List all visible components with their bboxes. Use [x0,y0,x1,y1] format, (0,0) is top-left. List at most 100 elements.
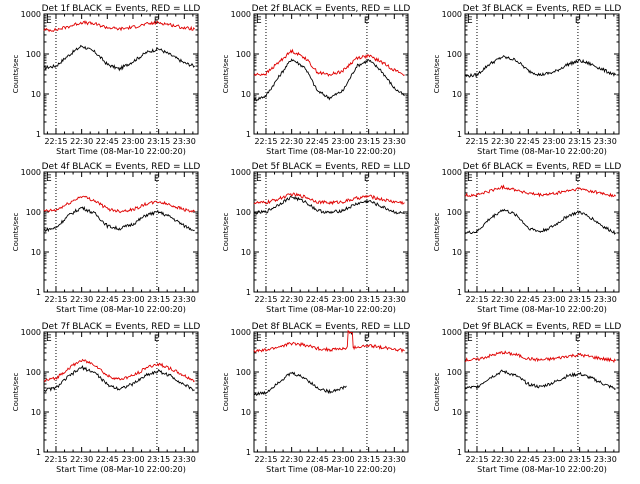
x-tick-label: 23:00 [121,455,144,464]
x-tick-label: 23:00 [331,295,354,304]
y-tick-label: 100 [447,368,462,377]
end-mark: E [364,174,370,184]
x-tick-label: 22:15 [465,295,488,304]
x-tick-label: 22:30 [491,455,514,464]
end-mark: E [364,16,370,26]
series-line-events [43,365,195,393]
x-tick-label: 22:30 [70,455,93,464]
x-tick-label: 22:30 [70,137,93,146]
panel-title: Det 1f BLACK = Events, RED = LLD [42,4,201,14]
x-tick-label: 23:15 [568,137,591,146]
series-line-events [43,44,195,72]
x-tick-label: 23:30 [594,455,617,464]
axes-frame [253,13,409,135]
start-mark: E [467,334,473,344]
x-tick-label: 23:00 [542,295,565,304]
start-mark: E [46,334,52,344]
y-axis-label: Counts/sec [12,55,20,94]
x-tick-label: 22:30 [280,295,303,304]
y-tick-label: 1000 [231,168,251,177]
end-mark: E [575,16,581,26]
series-line-lld [465,184,616,198]
x-axis-label: Start Time (08-Mar-10 22:00:20) [266,305,396,314]
x-tick-label: 22:45 [96,295,119,304]
y-axis-label: Counts/sec [222,55,230,94]
x-axis-label: Start Time (08-Mar-10 22:00:20) [266,465,396,474]
series-line-events [464,369,616,391]
series-line-events [464,208,616,235]
panel-3: Det 3f BLACK = Events, RED = LLD 1 10 100 10… [433,4,621,156]
series-line-lld [43,358,195,383]
panel-title: Det 7f BLACK = Events, RED = LLD [42,322,201,332]
y-tick-label: 1 [457,448,462,457]
y-tick-label: 1000 [21,10,41,19]
axes-frame [43,13,199,135]
y-tick-label: 10 [31,90,41,99]
x-tick-label: 23:15 [568,455,591,464]
x-tick-label: 22:15 [44,295,67,304]
x-tick-label: 23:30 [173,455,196,464]
y-tick-label: 1000 [231,328,251,337]
x-tick-label: 23:30 [594,137,617,146]
y-axis-label: Counts/sec [433,213,441,252]
start-mark: E [467,16,473,26]
y-tick-label: 1 [246,448,251,457]
y-tick-label: 1 [246,130,251,139]
x-tick-label: 23:15 [147,455,170,464]
start-mark: E [256,174,262,184]
panel-6: Det 6f BLACK = Events, RED = LLD 1 10 100 10… [433,162,621,314]
x-tick-label: 23:00 [121,295,144,304]
x-axis-label: Start Time (08-Mar-10 22:00:20) [477,147,607,156]
series-line-lld [464,350,616,364]
y-tick-label: 1000 [442,10,462,19]
x-tick-label: 23:00 [121,137,144,146]
x-tick-label: 22:30 [70,295,93,304]
x-tick-label: 22:45 [306,455,329,464]
x-tick-label: 23:30 [594,295,617,304]
x-axis-label: Start Time (08-Mar-10 22:00:20) [477,465,607,474]
panel-title: Det 8f BLACK = Events, RED = LLD [252,322,411,332]
x-tick-label: 22:45 [306,137,329,146]
y-tick-label: 10 [241,408,251,417]
end-mark: E [154,334,160,344]
end-mark: E [154,174,160,184]
x-tick-label: 22:15 [465,455,488,464]
y-axis-label: Counts/sec [222,373,230,412]
x-axis-label: Start Time (08-Mar-10 22:00:20) [56,465,186,474]
panel-title: Det 5f BLACK = Events, RED = LLD [252,162,411,172]
y-tick-label: 10 [452,408,462,417]
panel-2: Det 2f BLACK = Events, RED = LLD 1 10 100 10… [222,4,410,156]
axes-frame [253,331,409,453]
y-axis-label: Counts/sec [12,213,20,252]
panel-1: Det 1f BLACK = Events, RED = LLD 1 10 100 10… [12,4,200,156]
y-tick-label: 1000 [21,328,41,337]
panel-title: Det 9f BLACK = Events, RED = LLD [463,322,622,332]
panel-title: Det 3f BLACK = Events, RED = LLD [463,4,622,14]
x-tick-label: 23:30 [383,455,406,464]
y-axis-label: Counts/sec [12,373,20,412]
y-tick-label: 1 [36,288,41,297]
axes-frame [464,13,620,135]
y-axis-label: Counts/sec [222,213,230,252]
start-mark: E [256,334,262,344]
x-tick-label: 22:15 [465,137,488,146]
y-axis-label: Counts/sec [433,55,441,94]
y-tick-label: 10 [452,248,462,257]
x-tick-label: 22:30 [280,455,303,464]
panel-title: Det 2f BLACK = Events, RED = LLD [252,4,411,14]
x-tick-label: 22:45 [517,455,540,464]
series-line-events [253,58,405,102]
panel-title: Det 6f BLACK = Events, RED = LLD [463,162,622,172]
y-tick-label: 1 [457,130,462,139]
axes-frame [464,331,620,453]
x-tick-label: 22:45 [96,137,119,146]
y-tick-label: 10 [31,248,41,257]
x-tick-label: 22:45 [306,295,329,304]
x-axis-label: Start Time (08-Mar-10 22:00:20) [56,147,186,156]
x-tick-label: 22:15 [44,137,67,146]
series-line-events [253,195,405,215]
x-tick-label: 23:00 [331,455,354,464]
panel-4: Det 4f BLACK = Events, RED = LLD 1 10 100 10… [12,162,200,314]
x-tick-label: 22:30 [491,137,514,146]
